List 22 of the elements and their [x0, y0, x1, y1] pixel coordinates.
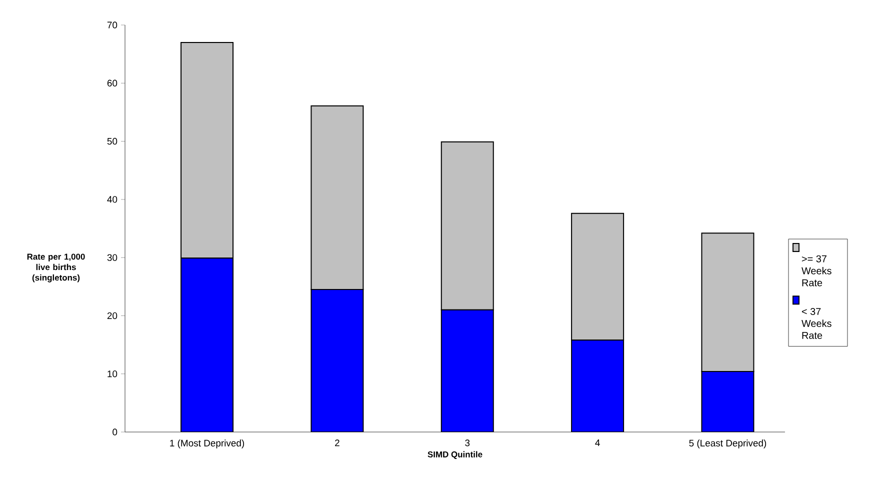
bar	[440, 309, 494, 432]
bar	[180, 258, 234, 432]
bar	[310, 289, 364, 432]
y-tick-label: 10	[108, 370, 118, 378]
x-tick-label: 5 (Least Deprived)	[689, 440, 766, 448]
y-tick-label: 0	[112, 428, 118, 436]
bar	[571, 340, 624, 432]
legend-label: >= 37 Weeks Rate	[802, 255, 832, 286]
y-tick-label: 50	[107, 138, 118, 145]
x-tick-label: 2	[335, 440, 340, 446]
x-axis-title: SIMD Quintile	[428, 451, 482, 459]
bar	[701, 371, 754, 432]
y-tick-label: 20	[107, 312, 118, 320]
y-tick-label: 70	[107, 22, 118, 28]
y-tick-label: 40	[107, 196, 118, 203]
y-axis-title: Rate per 1,000 live births (singletons)	[27, 254, 85, 282]
y-tick-label: 60	[107, 80, 118, 86]
y-tick-label: 30	[107, 254, 118, 261]
x-tick-label: 3	[465, 440, 470, 446]
x-tick-label: 4	[595, 440, 600, 446]
x-tick-label: 1 (Most Deprived)	[170, 440, 244, 448]
legend-label: < 37 Weeks Rate	[802, 308, 832, 339]
